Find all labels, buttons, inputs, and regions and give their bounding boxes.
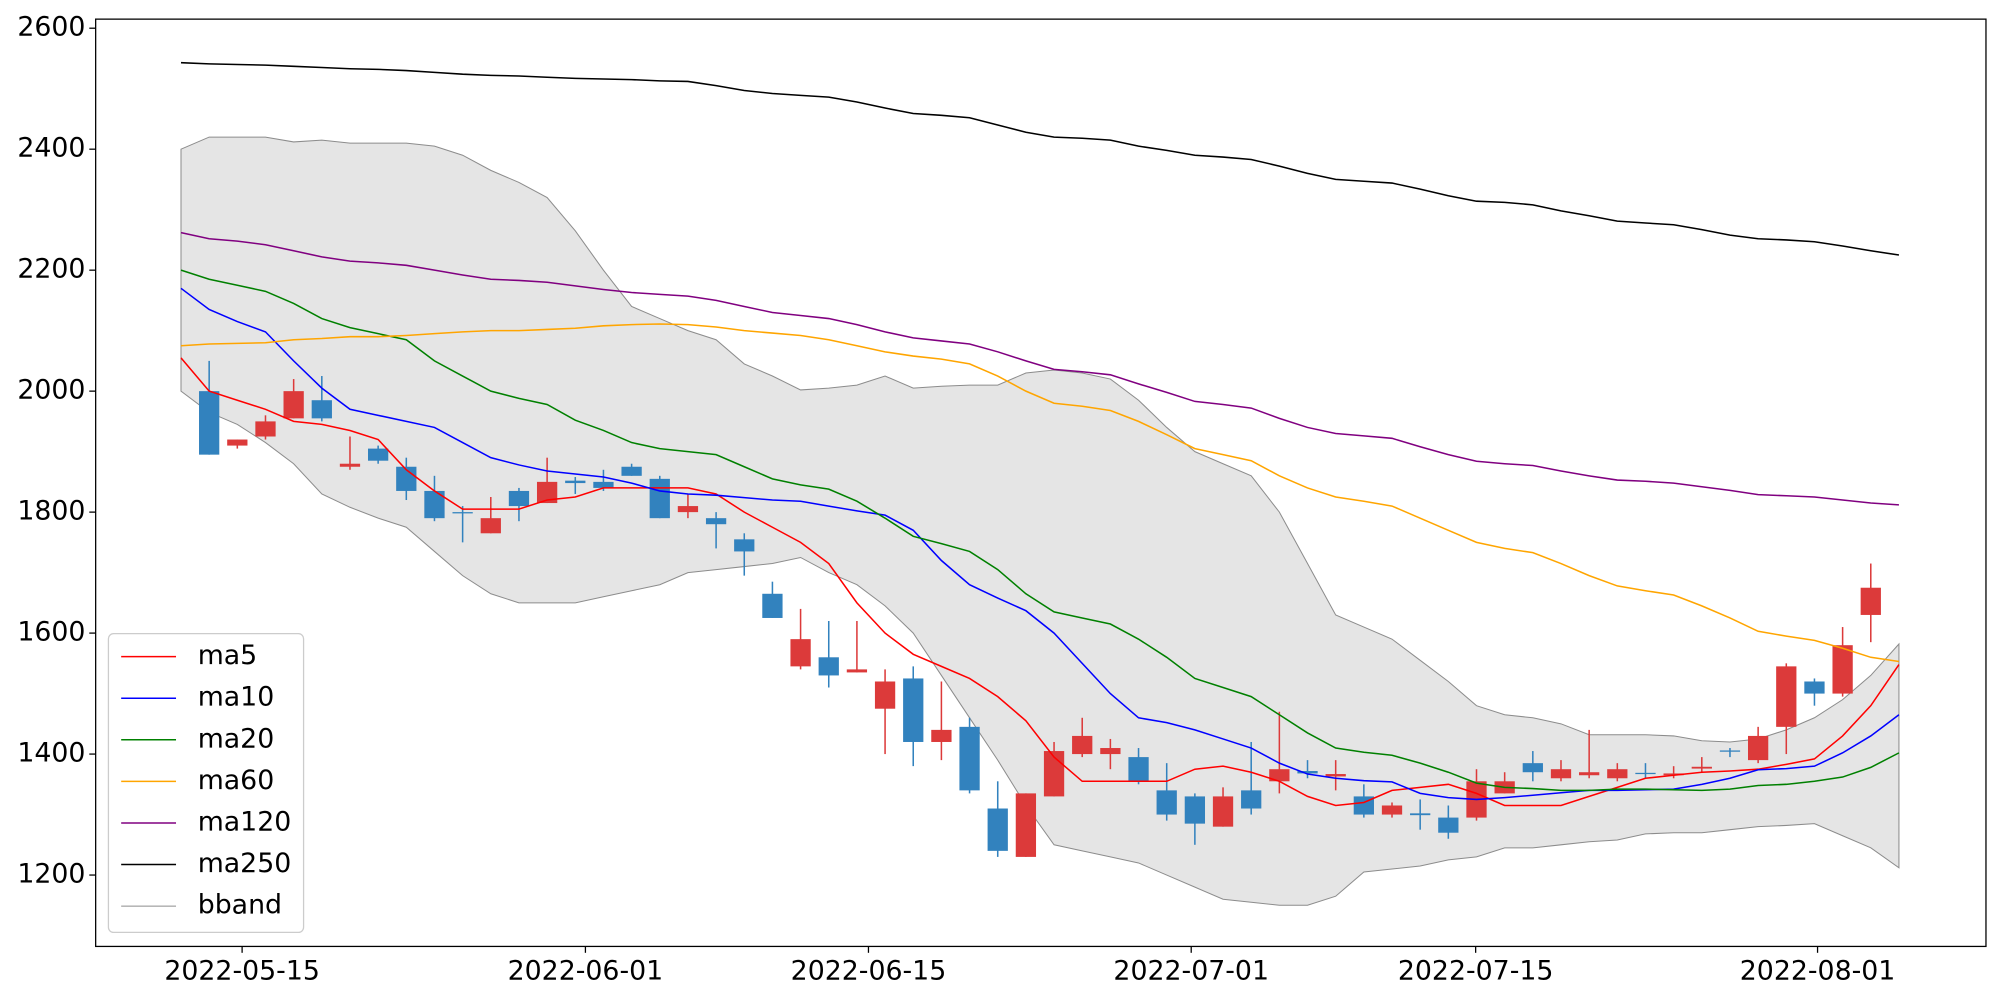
candle-body bbox=[1381, 805, 1403, 815]
legend-label: ma60 bbox=[198, 765, 275, 796]
candle-body bbox=[846, 669, 868, 673]
y-tick-label: 2000 bbox=[17, 375, 85, 406]
ma-line bbox=[180, 269, 1900, 792]
candle-body bbox=[508, 490, 530, 507]
candle-body bbox=[255, 421, 276, 437]
candle-body bbox=[987, 808, 1008, 851]
candle-body bbox=[959, 726, 980, 791]
candle-body bbox=[1410, 813, 1431, 816]
x-tick-label: 2022-05-15 bbox=[164, 955, 320, 986]
candle-body bbox=[283, 391, 304, 419]
candle-body bbox=[1156, 790, 1177, 815]
candle-body bbox=[199, 391, 220, 455]
ma-line bbox=[180, 287, 1900, 801]
y-tick-label: 2400 bbox=[17, 133, 85, 164]
legend-label: bband bbox=[198, 890, 282, 921]
candle-body bbox=[1860, 587, 1881, 615]
candle-body bbox=[1325, 774, 1346, 777]
candle-body bbox=[424, 490, 445, 519]
candle-body bbox=[339, 463, 361, 467]
candle-body bbox=[227, 439, 248, 446]
candle-body bbox=[1804, 681, 1825, 694]
candle-body bbox=[1832, 645, 1853, 694]
candle-body bbox=[1579, 772, 1600, 776]
bollinger-band bbox=[180, 136, 1900, 906]
x-tick-label: 2022-07-01 bbox=[1113, 955, 1269, 986]
candle-body bbox=[1072, 735, 1093, 755]
candle-body bbox=[677, 506, 699, 513]
candle-body bbox=[734, 539, 755, 552]
candle-body bbox=[311, 400, 332, 419]
candle-body bbox=[790, 639, 811, 667]
candle-body bbox=[818, 657, 839, 676]
candle-body bbox=[1691, 766, 1712, 769]
candle-body bbox=[1663, 773, 1684, 776]
plot-frame bbox=[95, 18, 1987, 948]
candle-body bbox=[1297, 771, 1318, 774]
candle-body bbox=[649, 478, 670, 519]
candle-body bbox=[931, 729, 952, 742]
ma-line bbox=[180, 61, 1900, 256]
ma-line bbox=[180, 323, 1900, 663]
candle-body bbox=[1550, 769, 1572, 779]
x-tick-label: 2022-06-01 bbox=[508, 955, 664, 986]
y-tick-label: 2200 bbox=[17, 254, 85, 285]
candle-body bbox=[1635, 772, 1656, 775]
legend: ma5 ma10 ma20 ma60 ma120 ma250 bband bbox=[107, 633, 305, 934]
y-tick-label: 1800 bbox=[17, 496, 85, 527]
candle-body bbox=[1607, 769, 1628, 779]
candle-body bbox=[1128, 757, 1149, 782]
candle-body bbox=[874, 681, 896, 709]
candle-body bbox=[1212, 796, 1234, 827]
axes: 1200 1400 1600 1800 2000 2200 2400 2600 2022-05-… bbox=[17, 12, 1895, 987]
candle-body bbox=[1269, 769, 1290, 782]
candle-body bbox=[903, 678, 924, 742]
candle-body bbox=[1747, 735, 1769, 761]
legend-label: ma250 bbox=[198, 848, 292, 879]
candle-body bbox=[705, 518, 727, 525]
candle-body bbox=[621, 466, 642, 476]
candle-body bbox=[1776, 666, 1797, 727]
candle-body bbox=[1100, 748, 1121, 755]
x-tick-label: 2022-06-15 bbox=[791, 955, 947, 986]
candle-body bbox=[452, 512, 473, 514]
plot-area bbox=[180, 61, 1900, 906]
candle-body bbox=[762, 593, 783, 618]
candle-body bbox=[1438, 817, 1459, 833]
y-tick-label: 2600 bbox=[17, 12, 85, 43]
candle-body bbox=[1015, 793, 1037, 857]
y-tick-label: 1400 bbox=[17, 738, 85, 769]
ma-line bbox=[180, 231, 1899, 506]
legend-label: ma120 bbox=[198, 806, 292, 837]
legend-label: ma10 bbox=[198, 682, 275, 713]
x-tick-label: 2022-08-01 bbox=[1740, 955, 1896, 986]
legend-label: ma20 bbox=[198, 723, 275, 754]
y-tick-label: 1200 bbox=[17, 859, 85, 890]
legend-box bbox=[107, 633, 305, 934]
x-tick-label: 2022-07-15 bbox=[1398, 955, 1554, 986]
candle-body bbox=[1184, 796, 1206, 824]
candle-body bbox=[480, 518, 501, 534]
legend-label: ma5 bbox=[198, 640, 258, 671]
candle-body bbox=[368, 448, 389, 461]
candle-body bbox=[565, 480, 586, 484]
y-tick-label: 1600 bbox=[17, 617, 85, 648]
candle-body bbox=[1522, 763, 1543, 773]
candle-body bbox=[536, 481, 558, 504]
candle-body bbox=[1241, 790, 1262, 809]
candle-body bbox=[593, 481, 614, 488]
candle-body bbox=[1719, 750, 1741, 752]
